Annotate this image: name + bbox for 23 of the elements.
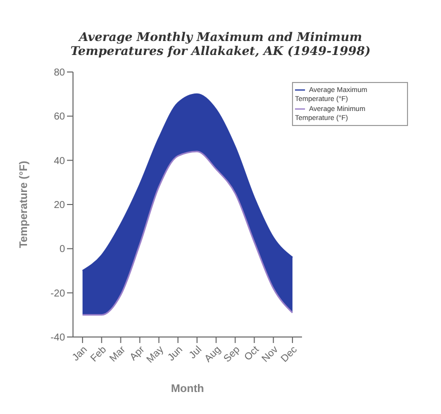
x-tick-label: Jun: [166, 344, 186, 364]
x-tick-label: May: [144, 344, 166, 366]
x-tick-label: Jan: [70, 344, 90, 364]
y-tick-label: -20: [50, 288, 66, 300]
y-tick-label: 20: [54, 200, 66, 212]
x-tick-label: Aug: [202, 344, 224, 365]
x-tick-label: Mar: [108, 344, 128, 364]
line-series: [82, 150, 294, 316]
y-tick-label: 80: [54, 68, 66, 79]
x-axis-title: Month: [171, 383, 204, 395]
y-axis-title: Temperature (°F): [18, 160, 30, 248]
chart-title: Average Monthly Maximum and Minimum Temperatures for Allakaket, AK (1949-1998): [69, 29, 372, 60]
y-tick-label: -40: [50, 332, 66, 344]
x-tick-label: Sep: [222, 344, 243, 365]
y-tick-label: 40: [54, 156, 66, 167]
x-tick-label: Nov: [260, 344, 281, 365]
x-tick-label: Dec: [279, 344, 300, 365]
y-tick-label: 0: [59, 244, 66, 256]
x-tick-label: Jul: [187, 344, 204, 362]
x-tick-label: Oct: [242, 344, 262, 364]
y-tick-label: 60: [54, 112, 66, 123]
x-tick-label: Feb: [88, 344, 110, 364]
x-tick-label: Apr: [128, 344, 148, 364]
